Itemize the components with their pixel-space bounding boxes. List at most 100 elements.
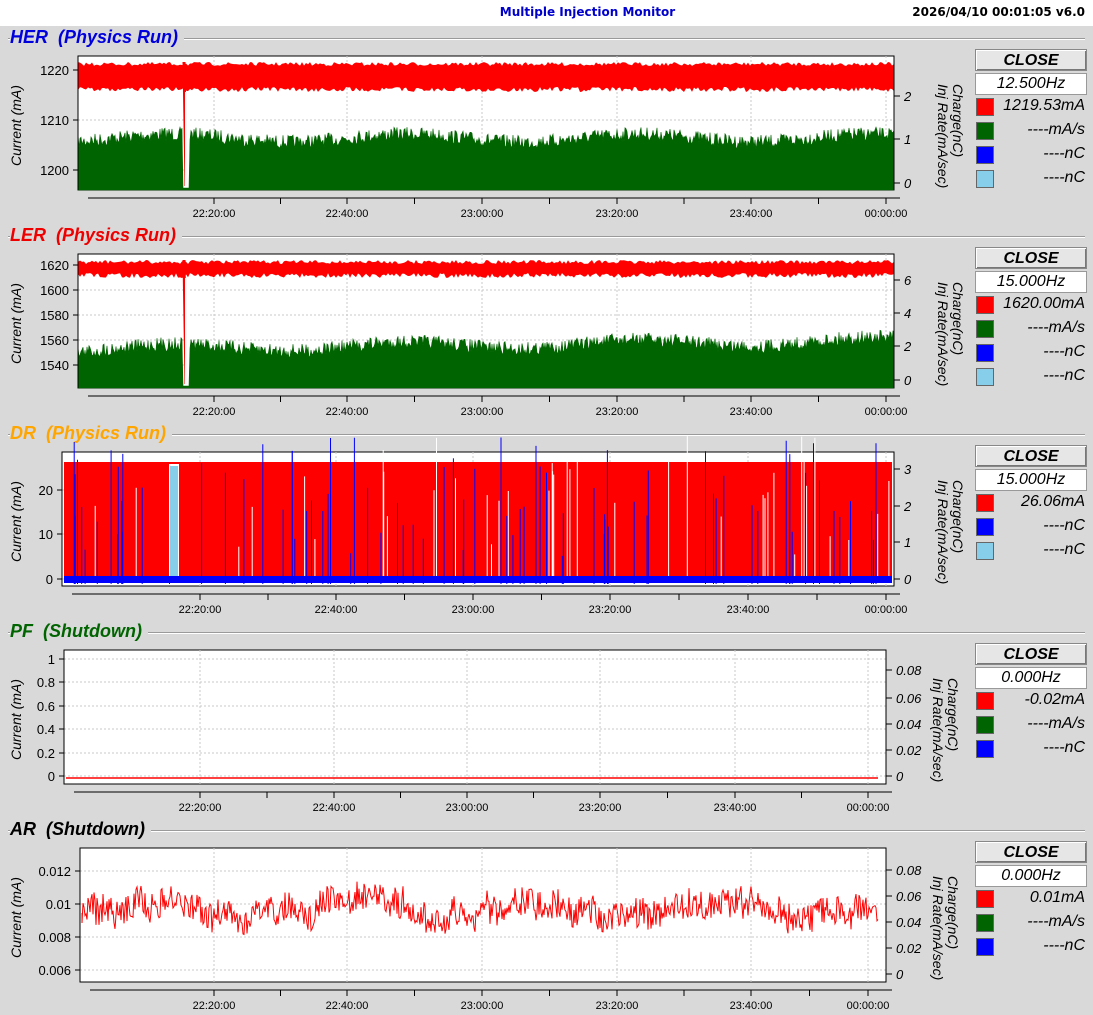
x-tick-label: 23:20:00 [596, 208, 639, 220]
charge-sub-series [170, 466, 178, 582]
panel-her: HER (Physics Run) 1220 1210 1200 2 1 0 22:20:0… [0, 26, 1093, 222]
legend-value: -0.02mA [1024, 691, 1085, 708]
y2-tick-label: 2 [903, 89, 912, 104]
legend-swatch [976, 692, 994, 710]
panel-title-ar: AR (Shutdown) [10, 819, 151, 840]
legend-item: ----nC [975, 365, 1089, 389]
y-tick-label: 0 [46, 572, 53, 587]
legend-value: ----nC [1043, 739, 1085, 756]
title-divider [8, 830, 1085, 832]
plot-area [63, 649, 887, 785]
legend-swatch [976, 542, 994, 560]
y-tick-label: 1620 [40, 258, 69, 273]
chart-her: 1220 1210 1200 2 1 0 22:20:00 22:40:00 23:00:00 2… [40, 55, 912, 220]
legend-item: 1219.53mA [975, 95, 1089, 119]
y-tick-label: 0.6 [37, 699, 55, 714]
frequency-display: 12.500Hz [975, 73, 1087, 95]
legend-item: ----mA/s [975, 317, 1089, 341]
y-axis-label: Current (mA) [8, 877, 24, 958]
y2-axis-label: Charge(nC) Inj Rate(mA/sec) [935, 84, 966, 189]
panel-title-ler: LER (Physics Run) [10, 225, 183, 246]
data-layer [81, 881, 879, 936]
y2-tick-label: 3 [904, 462, 912, 477]
panel-title-pf: PF (Shutdown) [10, 621, 148, 642]
y2-axis-label: Charge(nC) Inj Rate(mA/sec) [935, 282, 966, 387]
y2-charge-label: Charge(nC) [945, 876, 961, 950]
legend-item: ----nC [975, 341, 1089, 365]
legend-swatch [976, 170, 994, 188]
x-tick-label: 22:20:00 [179, 604, 222, 616]
x-tick-label: 23:20:00 [596, 406, 639, 418]
y2-charge-label: Charge(nC) [950, 480, 966, 554]
panel-title-dr: DR (Physics Run) [10, 423, 173, 444]
y-tick-label: 0.01 [46, 897, 71, 912]
x-tick-label: 23:40:00 [730, 208, 773, 220]
x-tick-label: 00:00:00 [865, 604, 908, 616]
y-tick-label: 1540 [40, 358, 69, 373]
x-tick-label: 23:00:00 [446, 802, 489, 814]
legend-swatch [976, 296, 994, 314]
legend-item: ----mA/s [975, 713, 1089, 737]
legend-swatch [976, 368, 994, 386]
y-tick-label: 0.4 [37, 722, 55, 737]
title-divider [8, 434, 1085, 436]
legend-item: -0.02mA [975, 689, 1089, 713]
y2-axis-label: Charge(nC) Inj Rate(mA/sec) [935, 480, 966, 584]
y2-rate-label: Inj Rate(mA/sec) [935, 84, 951, 189]
x-tick-label: 22:40:00 [313, 802, 356, 814]
x-tick-label: 23:20:00 [589, 604, 632, 616]
y2-charge-label: Charge(nC) [950, 84, 966, 158]
frequency-display: 0.000Hz [975, 667, 1087, 689]
y2-rate-label: Inj Rate(mA/sec) [935, 282, 951, 387]
x-tick-label: 23:20:00 [579, 802, 622, 814]
close-button[interactable]: CLOSE [975, 643, 1087, 665]
y-tick-label: 1 [48, 652, 55, 667]
x-tick-label: 23:40:00 [730, 406, 773, 418]
y-tick-label: 1580 [40, 308, 69, 323]
close-button[interactable]: CLOSE [975, 445, 1087, 467]
y2-tick-label: 0 [896, 769, 904, 784]
legend-item: 1620.00mA [975, 293, 1089, 317]
current-series [78, 260, 894, 278]
close-button[interactable]: CLOSE [975, 247, 1087, 269]
x-tick-label: 23:00:00 [452, 604, 495, 616]
legend-value: ----mA/s [1027, 715, 1085, 732]
y2-tick-label: 0.06 [896, 691, 922, 706]
legend-value: ----nC [1043, 517, 1085, 534]
legend-value: 1219.53mA [1003, 97, 1085, 114]
y-axis-label: Current (mA) [8, 481, 24, 562]
rate-series [77, 126, 895, 191]
x-tick-label: 22:40:00 [326, 208, 369, 220]
dip-gap [185, 278, 188, 384]
x-tick-label: 23:20:00 [596, 1000, 639, 1012]
data-layer [77, 259, 895, 389]
legend-swatch [976, 494, 994, 512]
current-series [81, 881, 879, 936]
chart-ler: 1620 1600 1580 1560 1540 6 4 2 0 22:20:00 22:40:00… [40, 253, 912, 418]
y2-tick-label: 1 [904, 535, 911, 550]
legend-her: CLOSE 12.500Hz 1219.53mA ----mA/s ----nC… [975, 49, 1089, 191]
data-layer [64, 436, 892, 584]
y2-axis-label: Charge(nC) Inj Rate(mA/sec) [930, 876, 961, 980]
x-tick-label: 23:00:00 [461, 1000, 504, 1012]
x-tick-label: 22:40:00 [326, 406, 369, 418]
y-tick-label: 1600 [40, 283, 69, 298]
x-tick-label: 23:40:00 [727, 604, 770, 616]
legend-item: 0.01mA [975, 887, 1089, 911]
data-layer [77, 61, 895, 191]
x-tick-label: 23:40:00 [714, 802, 757, 814]
legend-dr: CLOSE 15.000Hz 26.06mA ----nC ----nC [975, 445, 1089, 563]
y2-tick-label: 1 [904, 132, 911, 147]
close-button[interactable]: CLOSE [975, 841, 1087, 863]
legend-item: 26.06mA [975, 491, 1089, 515]
y2-tick-label: 0.06 [896, 889, 922, 904]
legend-swatch [976, 344, 994, 362]
title-divider [8, 632, 1085, 634]
legend-swatch [976, 914, 994, 932]
legend-swatch [976, 716, 994, 734]
legend-value: ----nC [1043, 937, 1085, 954]
legend-swatch [976, 320, 994, 338]
close-button[interactable]: CLOSE [975, 49, 1087, 71]
y2-tick-label: 0.08 [896, 863, 922, 878]
y2-tick-label: 2 [903, 339, 912, 354]
